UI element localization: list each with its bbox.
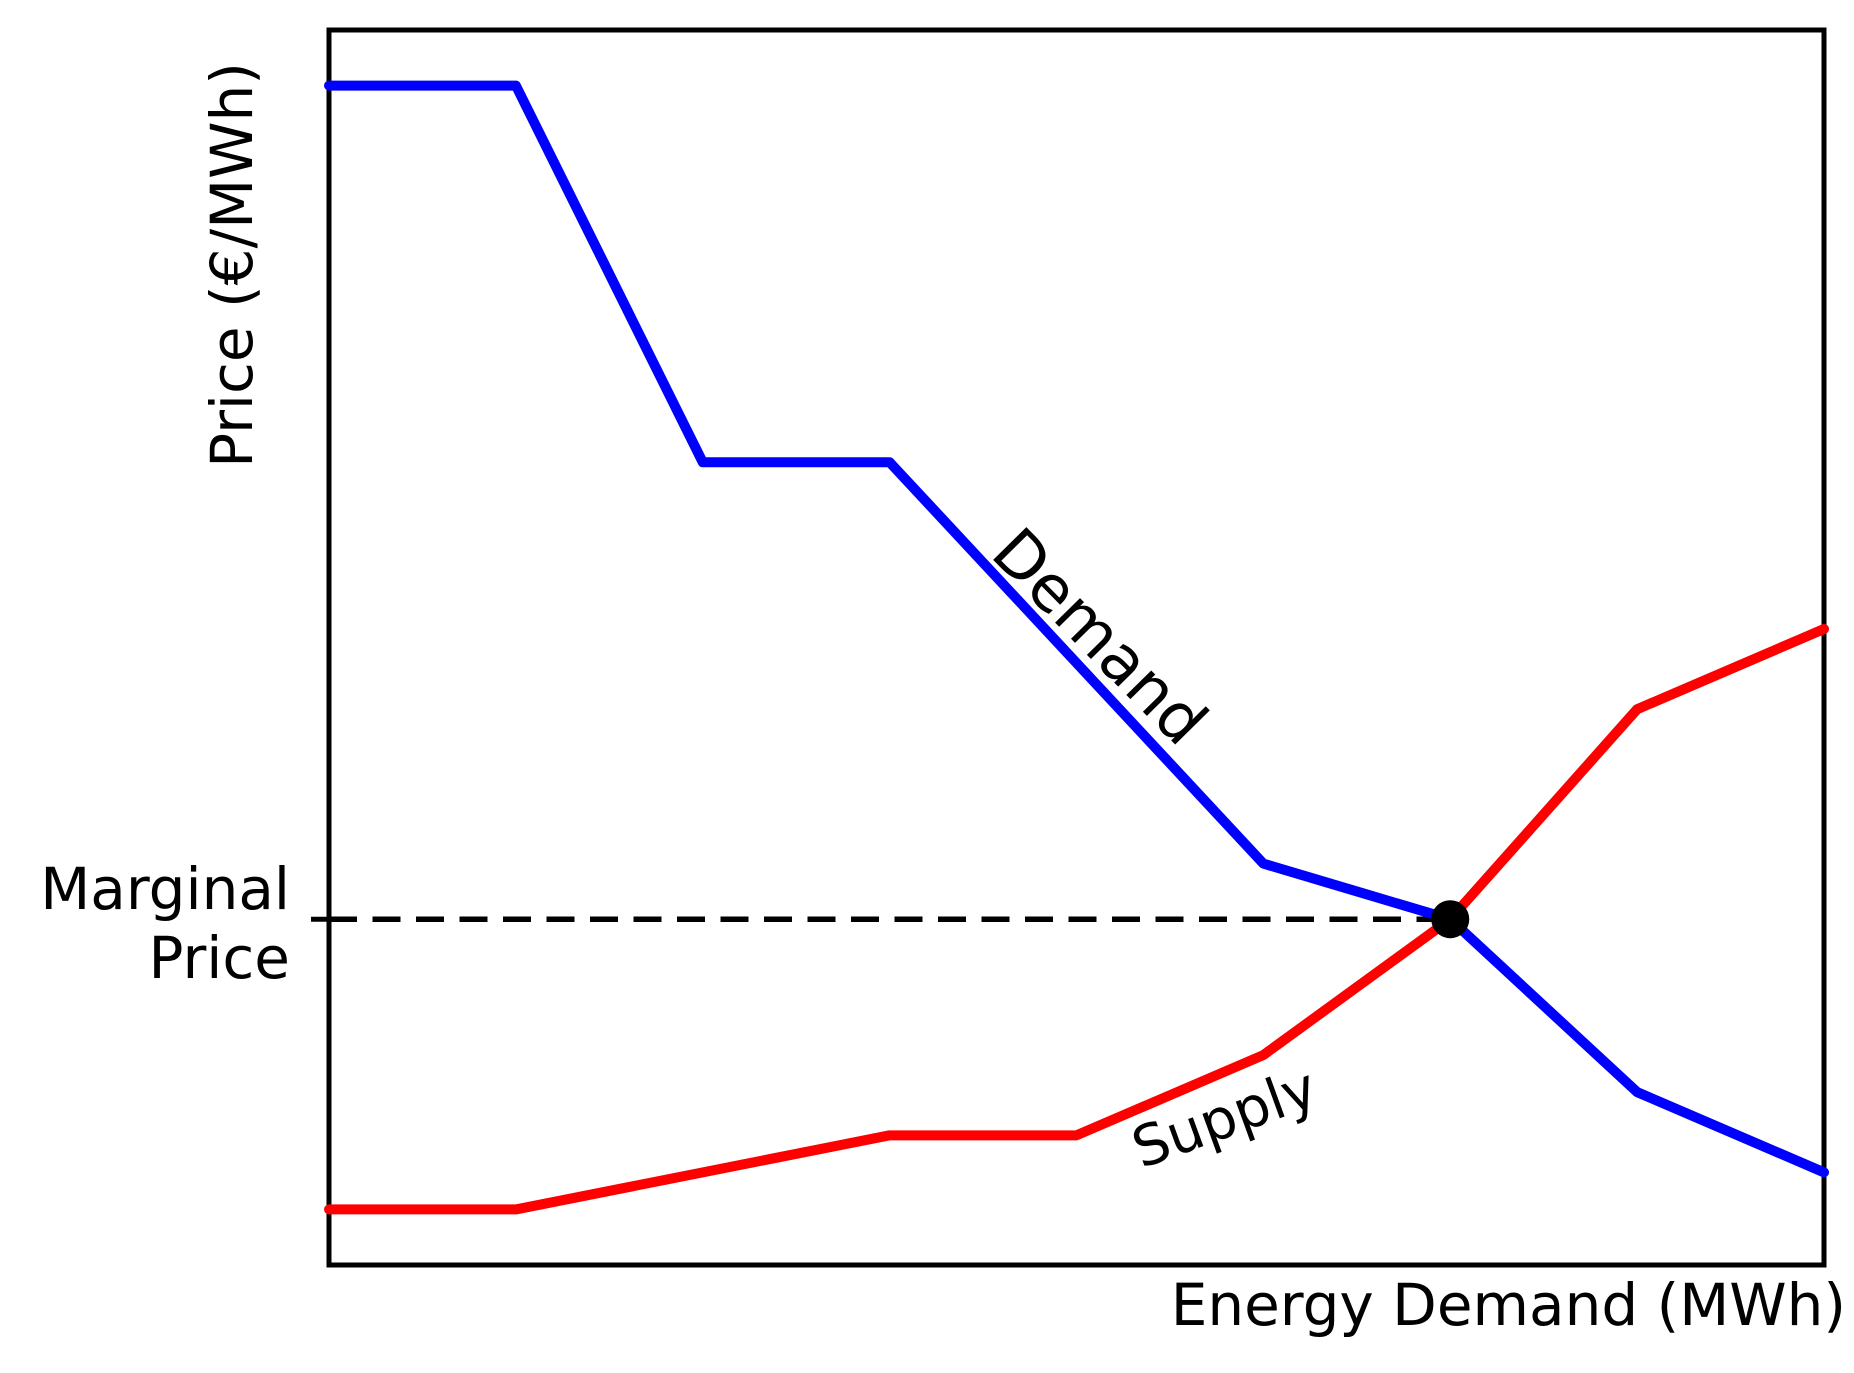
marginal-price-label-line1: Marginal: [40, 855, 290, 923]
marginal-price-label-line2: Price: [149, 924, 291, 992]
demand-curve: [324, 80, 1829, 1178]
supply-curve: [324, 623, 1829, 1215]
y-axis-label: Price (€/MWh): [198, 62, 266, 468]
x-axis-label: Energy Demand (MWh): [1171, 1271, 1846, 1339]
plot-area-border: [326, 27, 1827, 1268]
equilibrium-point-marker: [1431, 900, 1470, 939]
